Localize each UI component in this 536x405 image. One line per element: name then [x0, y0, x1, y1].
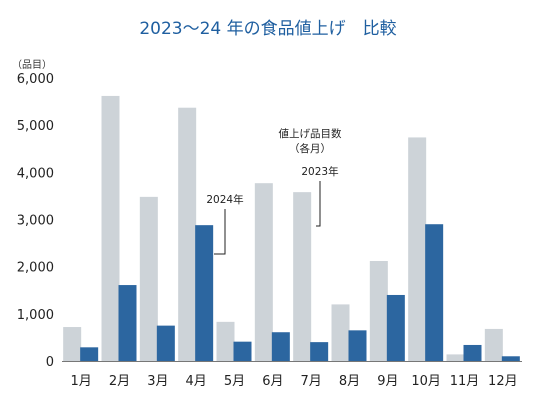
y-tick-label: 6,000 [17, 72, 54, 87]
x-tick-label: 2月 [109, 374, 130, 389]
bar-2024 [310, 342, 329, 361]
bar-2024 [195, 225, 214, 361]
bar-2024 [386, 294, 405, 361]
bar-2024 [80, 347, 99, 361]
chart-title: 2023～24 年の食品値上げ 比較 [139, 19, 396, 39]
bar-2024 [463, 344, 482, 361]
bar-2024 [501, 356, 520, 361]
bars-group [63, 95, 520, 361]
bar-2024 [118, 285, 137, 361]
annotation-2023-label: 2023年 [301, 165, 338, 178]
annotation-note-line1: 値上げ品目数 [279, 127, 342, 140]
y-tick-label: 3,000 [17, 214, 54, 229]
bar-2023 [293, 192, 312, 361]
annotation-2023-leader [316, 181, 321, 227]
x-axis: 1月 2月 3月 4月 5月 6月 7月 8月 9月 10月 11月 12月 [71, 374, 518, 389]
y-tick-label: 5,000 [17, 119, 54, 134]
bar-2024 [348, 330, 367, 361]
bar-2023 [101, 95, 120, 361]
x-tick-label: 6月 [262, 374, 283, 389]
x-tick-label: 7月 [301, 374, 322, 389]
x-tick-label: 11月 [450, 374, 480, 389]
x-tick-label: 12月 [488, 374, 518, 389]
y-tick-label: 2,000 [17, 261, 54, 276]
annotation-2024-label: 2024年 [206, 193, 243, 206]
bar-2023 [331, 304, 350, 361]
y-tick-label: 4,000 [17, 166, 54, 181]
bar-2023 [63, 327, 82, 361]
bar-2024 [156, 325, 175, 361]
bar-2024 [425, 224, 444, 361]
y-tick-label: 0 [46, 355, 54, 370]
bar-2023 [139, 196, 158, 361]
bar-2023 [446, 354, 465, 361]
x-tick-label: 5月 [224, 374, 245, 389]
y-axis: 0 1,000 2,000 3,000 4,000 5,000 6,000 [17, 72, 54, 370]
x-tick-label: 4月 [186, 374, 207, 389]
bar-2023 [254, 183, 273, 361]
bar-2024 [271, 332, 290, 361]
bar-2023 [369, 261, 388, 361]
x-tick-label: 9月 [377, 374, 398, 389]
bar-2023 [178, 107, 197, 361]
y-tick-label: 1,000 [17, 308, 54, 323]
y-axis-unit-label: （品目） [12, 59, 52, 71]
x-tick-label: 8月 [339, 374, 360, 389]
annotation-note-line2: （各月） [289, 142, 331, 155]
bar-2024 [233, 341, 252, 361]
x-tick-label: 1月 [71, 374, 92, 389]
x-tick-label: 10月 [411, 374, 441, 389]
x-tick-label: 3月 [147, 374, 168, 389]
bar-2023 [484, 328, 503, 361]
bar-2023 [408, 137, 427, 361]
bar-2023 [216, 321, 235, 361]
annotation-2024-leader [214, 209, 226, 255]
